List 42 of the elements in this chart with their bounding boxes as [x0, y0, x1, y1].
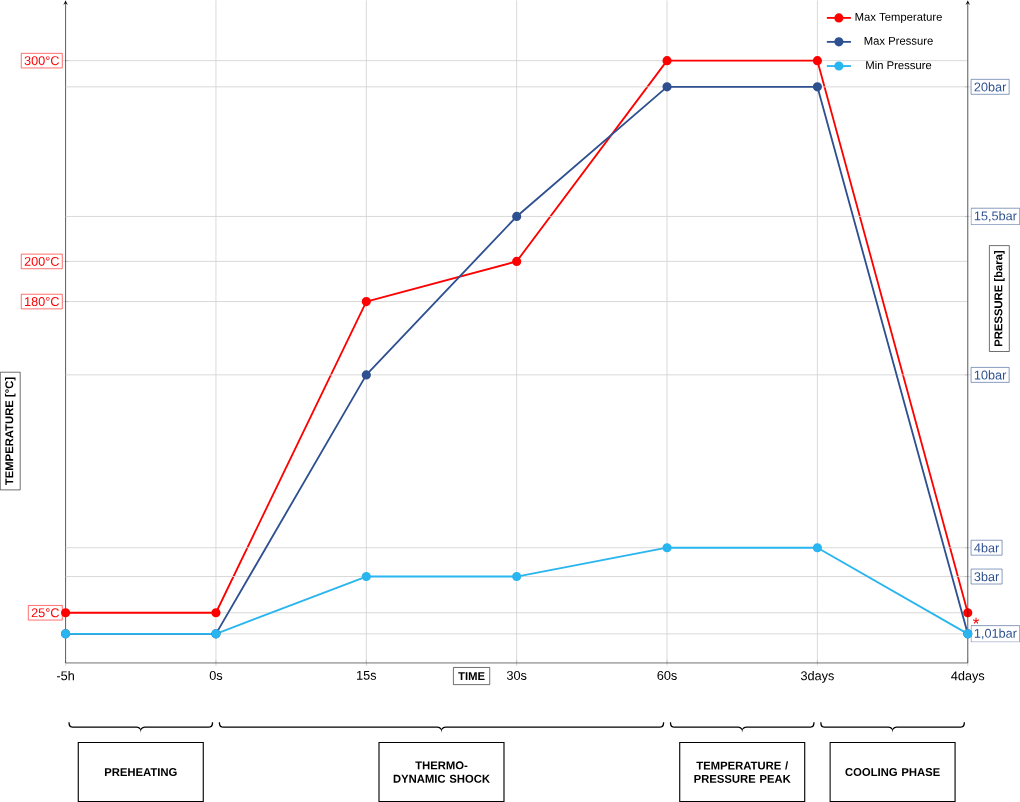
- y2-tick-label: 1,01bar: [974, 628, 1017, 640]
- text: TEMPERATURE / PRESSURE PEAK: [694, 761, 791, 783]
- x-tick-label: 60s: [657, 670, 677, 680]
- text: COOLING PHASE: [845, 767, 940, 776]
- point: [361, 370, 371, 380]
- x-tick-label: 4days: [951, 670, 985, 683]
- point: [512, 256, 522, 266]
- x-axis-title: TIME: [458, 672, 485, 680]
- x-tick-label: 3days: [800, 670, 834, 683]
- y-tick-label: 200°C: [24, 256, 59, 266]
- point: [61, 608, 71, 618]
- y-tick-label: 180°C: [25, 296, 59, 306]
- x-tick-label: 30s: [506, 670, 527, 680]
- y-axis-title: TEMPERATURE [°C]: [4, 377, 16, 485]
- point: [361, 571, 371, 582]
- y2-tick-label: 3bar: [974, 571, 1000, 582]
- y2-tick-label: 4bar: [974, 542, 1000, 553]
- y2-tick-label: 10bar: [974, 370, 1007, 380]
- y-tick-label: 300°C: [24, 56, 59, 66]
- y-tick-label: 25°C: [31, 608, 59, 618]
- annotation: *: [973, 617, 980, 624]
- y2-tick-label: 20bar: [974, 82, 1007, 92]
- point: [211, 608, 221, 618]
- point: [812, 82, 822, 92]
- x-tick-label: 15s: [357, 670, 377, 680]
- point: [512, 211, 522, 221]
- point: [812, 543, 822, 553]
- point: [812, 55, 822, 66]
- legend-label: Max Temperature: [855, 12, 942, 23]
- x-tick-label: -5h: [56, 670, 74, 681]
- point: [512, 571, 522, 582]
- point: [662, 55, 672, 66]
- point: [662, 543, 672, 553]
- y2-tick-label: 15,5bar: [974, 210, 1017, 222]
- legend-label: Min Pressure: [866, 60, 932, 70]
- text: THERMO-DYNAMIC SHOCK: [393, 761, 490, 783]
- x-tick-label: 0s: [209, 670, 223, 680]
- y2-axis-title: PRESSURE [bara]: [994, 250, 1005, 346]
- text: PREHEATING: [104, 767, 177, 776]
- point: [361, 296, 371, 307]
- legend-label: Max Pressure: [864, 36, 933, 45]
- point: [662, 82, 672, 92]
